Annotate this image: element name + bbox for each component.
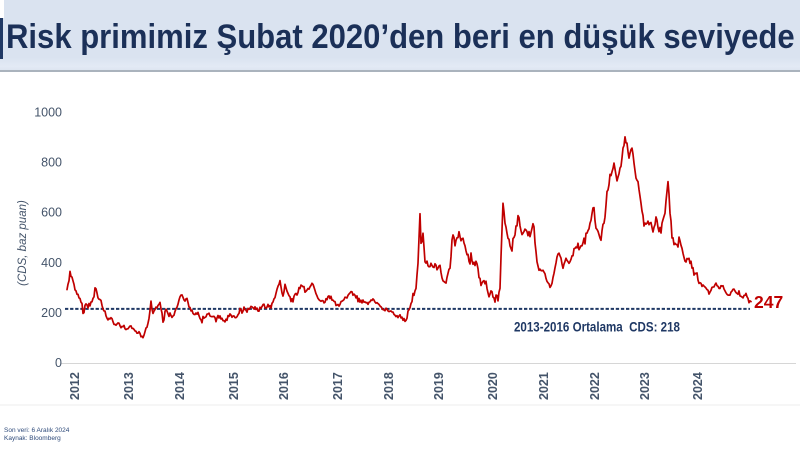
svg-text:(CDS, baz puan): (CDS, baz puan) — [17, 200, 29, 286]
svg-text:0: 0 — [55, 356, 62, 370]
svg-text:2018: 2018 — [382, 372, 396, 400]
svg-text:2014: 2014 — [173, 372, 187, 400]
svg-text:2022: 2022 — [588, 372, 602, 400]
svg-text:247: 247 — [754, 292, 783, 312]
svg-text:2016: 2016 — [277, 372, 291, 400]
svg-text:200: 200 — [41, 306, 62, 320]
svg-text:2013-2016 Ortalama CDS: 218: 2013-2016 Ortalama CDS: 218 — [514, 319, 680, 335]
svg-text:2020: 2020 — [486, 372, 500, 400]
svg-text:600: 600 — [41, 206, 62, 220]
svg-text:2021: 2021 — [537, 372, 551, 400]
svg-text:400: 400 — [41, 256, 62, 270]
svg-text:2023: 2023 — [638, 372, 652, 400]
svg-text:2013: 2013 — [122, 372, 136, 400]
svg-text:800: 800 — [41, 156, 62, 170]
svg-text:2015: 2015 — [227, 372, 241, 400]
svg-text:2017: 2017 — [331, 372, 345, 400]
svg-text:1000: 1000 — [34, 106, 62, 120]
svg-text:2012: 2012 — [68, 372, 82, 400]
svg-text:2024: 2024 — [691, 372, 705, 400]
svg-text:2019: 2019 — [432, 372, 446, 400]
